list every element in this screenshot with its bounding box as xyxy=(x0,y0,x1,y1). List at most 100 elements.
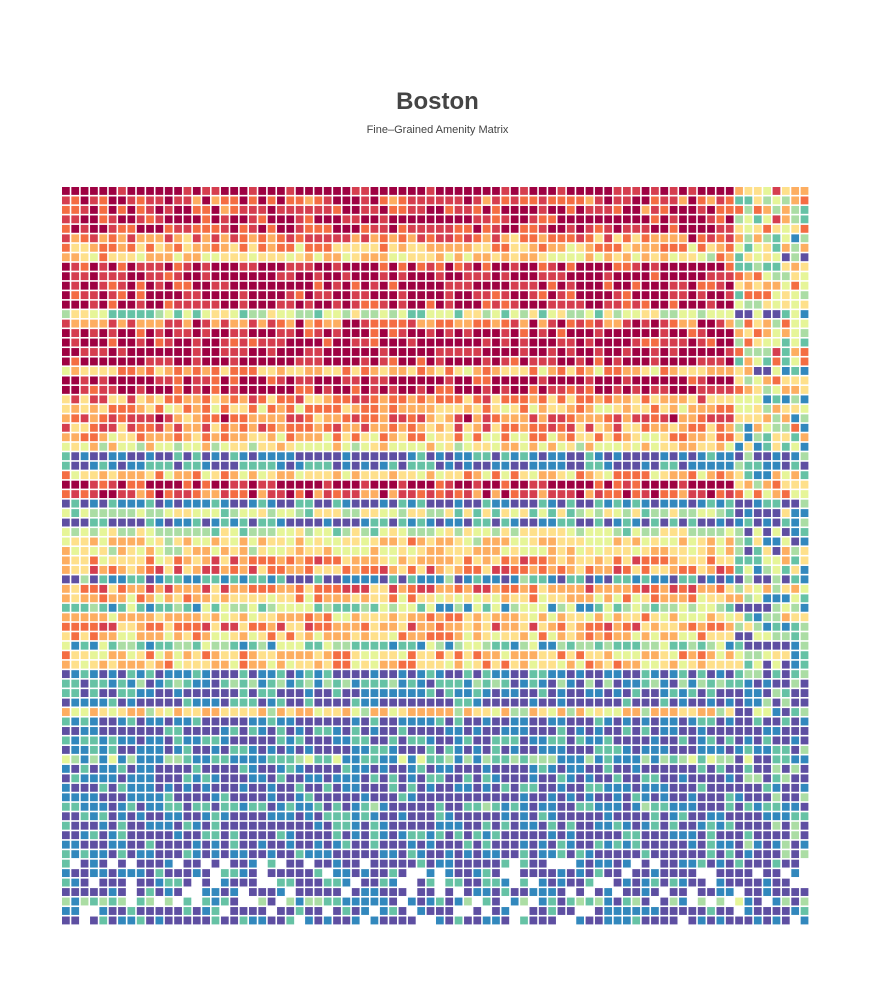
matrix-cell xyxy=(632,338,641,347)
matrix-cell xyxy=(258,243,267,252)
matrix-cell xyxy=(548,300,556,309)
matrix-cell xyxy=(230,404,239,413)
matrix-cell xyxy=(716,651,725,660)
matrix-cell xyxy=(155,764,164,773)
matrix-cell xyxy=(62,215,70,224)
matrix-cell xyxy=(445,736,454,745)
matrix-cell xyxy=(239,348,248,356)
matrix-cell xyxy=(192,660,201,669)
matrix-cell xyxy=(688,670,697,679)
matrix-cell xyxy=(548,253,556,262)
matrix-cell xyxy=(538,433,547,442)
matrix-cell xyxy=(230,518,239,527)
matrix-cell xyxy=(305,537,313,546)
matrix-cell xyxy=(510,490,519,499)
matrix-cell xyxy=(623,376,631,385)
matrix-cell xyxy=(389,660,397,669)
matrix-cell xyxy=(697,565,706,574)
matrix-cell xyxy=(707,603,715,612)
matrix-cell xyxy=(735,272,743,281)
matrix-cell xyxy=(576,196,584,205)
matrix-cell xyxy=(660,575,669,584)
matrix-cell xyxy=(389,556,397,565)
matrix-cell xyxy=(99,367,108,375)
matrix-cell xyxy=(594,603,603,612)
matrix-cell xyxy=(305,452,313,461)
matrix-cell xyxy=(510,224,519,233)
matrix-cell xyxy=(501,480,510,489)
matrix-cell xyxy=(566,594,575,603)
matrix-cell xyxy=(164,518,173,527)
matrix-cell xyxy=(688,651,697,660)
matrix-cell xyxy=(99,499,108,508)
matrix-cell xyxy=(155,745,164,754)
matrix-cell xyxy=(725,461,734,470)
matrix-cell xyxy=(557,300,566,309)
matrix-cell xyxy=(62,338,70,347)
matrix-cell xyxy=(118,461,126,470)
matrix-cell xyxy=(127,717,136,726)
matrix-cell xyxy=(651,205,659,214)
matrix-cell xyxy=(529,480,538,489)
matrix-cell xyxy=(482,329,491,337)
matrix-cell xyxy=(136,774,145,783)
matrix-cell xyxy=(510,670,519,679)
matrix-cell xyxy=(249,717,257,726)
matrix-cell xyxy=(136,404,145,413)
matrix-cell xyxy=(351,480,360,489)
matrix-cell xyxy=(286,736,295,745)
matrix-cell xyxy=(211,745,220,754)
matrix-cell xyxy=(744,357,753,366)
matrix-cell xyxy=(62,461,70,470)
matrix-cell xyxy=(464,632,472,641)
matrix-cell xyxy=(623,641,631,650)
matrix-cell xyxy=(604,480,613,489)
matrix-cell xyxy=(501,518,510,527)
matrix-cell xyxy=(295,414,304,423)
matrix-cell xyxy=(277,461,285,470)
matrix-cell xyxy=(183,499,192,508)
matrix-cell xyxy=(669,187,678,195)
matrix-cell xyxy=(548,764,556,773)
matrix-cell xyxy=(127,755,136,764)
matrix-cell xyxy=(538,518,547,527)
matrix-cell xyxy=(566,679,575,688)
matrix-cell xyxy=(258,262,267,271)
matrix-cell xyxy=(604,224,613,233)
matrix-cell xyxy=(529,575,538,584)
matrix-cell xyxy=(464,385,472,394)
matrix-cell xyxy=(174,243,182,252)
matrix-cell xyxy=(211,509,220,517)
matrix-cell xyxy=(267,641,276,650)
matrix-cell xyxy=(510,187,519,195)
matrix-cell xyxy=(772,215,781,224)
matrix-cell xyxy=(492,281,500,290)
matrix-cell xyxy=(389,641,397,650)
matrix-cell xyxy=(651,338,659,347)
matrix-cell xyxy=(566,329,575,337)
matrix-cell xyxy=(333,622,341,631)
matrix-cell xyxy=(482,509,491,517)
matrix-cell xyxy=(529,423,538,432)
matrix-cell xyxy=(520,243,528,252)
matrix-cell xyxy=(314,575,323,584)
matrix-cell xyxy=(585,603,594,612)
matrix-cell xyxy=(230,291,239,300)
matrix-cell xyxy=(202,613,210,622)
matrix-cell xyxy=(548,717,556,726)
matrix-cell xyxy=(295,518,304,527)
matrix-cell xyxy=(548,262,556,271)
matrix-cell xyxy=(389,774,397,783)
matrix-cell xyxy=(127,452,136,461)
matrix-cell xyxy=(192,736,201,745)
matrix-cell xyxy=(136,215,145,224)
matrix-cell xyxy=(220,423,229,432)
matrix-cell xyxy=(342,641,351,650)
matrix-cell xyxy=(249,234,257,243)
matrix-cell xyxy=(249,480,257,489)
matrix-cell xyxy=(220,329,229,337)
matrix-cell xyxy=(361,385,369,394)
matrix-cell xyxy=(62,423,70,432)
matrix-cell xyxy=(800,641,809,650)
matrix-cell xyxy=(314,490,323,499)
